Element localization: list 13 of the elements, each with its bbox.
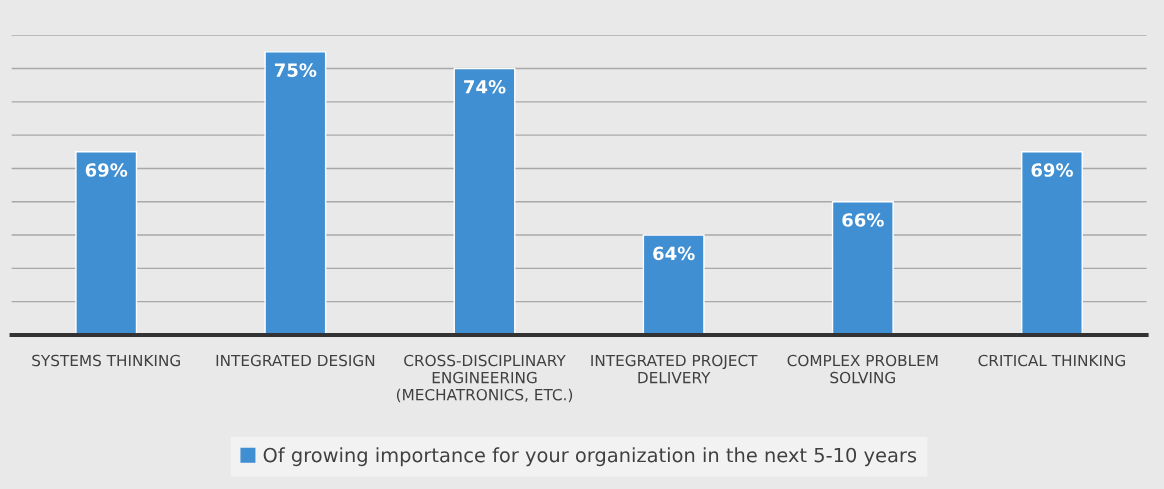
data-label: 69% — [85, 163, 128, 177]
x-tick-label: CROSS-DISCIPLINARY ENGINEERING (MECHATRONICS, ETC.) — [396, 354, 573, 403]
data-label: 66% — [842, 213, 884, 227]
x-tick-label: INTEGRATED DESIGN — [216, 354, 375, 367]
data-label: 69% — [1031, 163, 1073, 177]
legend-label: Of growing importance for your organization in the next 5-10 years — [263, 447, 917, 467]
x-tick-label: CRITICAL THINKING — [978, 354, 1126, 367]
data-label: 75% — [274, 63, 317, 77]
x-tick-label: SYSTEMS THINKING — [32, 354, 180, 367]
x-tick-label: INTEGRATED PROJECT DELIVERY — [591, 354, 758, 384]
x-tick-label: COMPLEX PROBLEM SOLVING — [787, 354, 938, 384]
data-label: 74% — [464, 79, 506, 94]
data-label: 64% — [653, 246, 695, 261]
